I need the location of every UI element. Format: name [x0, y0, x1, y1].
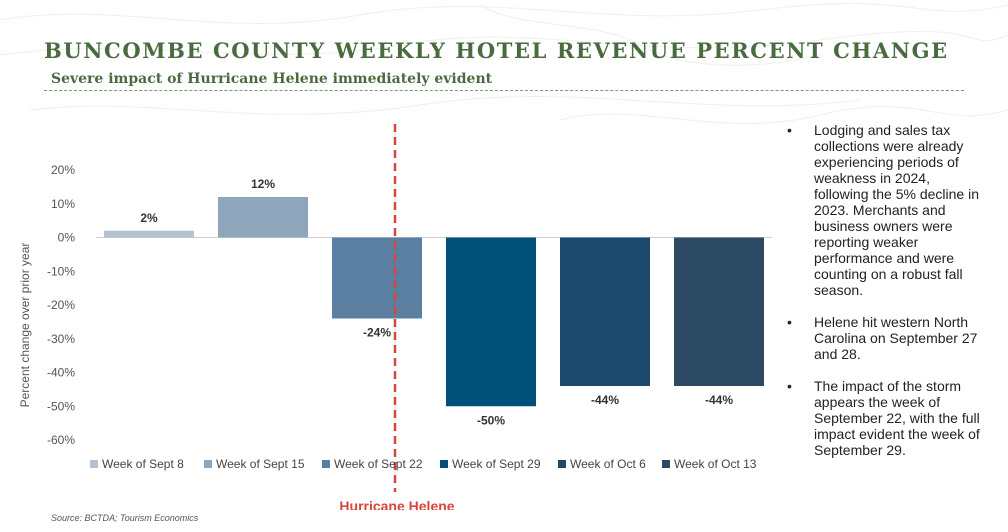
bar-data-label: -50%: [477, 413, 505, 427]
commentary-item: Lodging and sales tax collections were a…: [787, 122, 987, 298]
bar: [446, 237, 536, 407]
bar-data-label: -44%: [705, 393, 733, 407]
bar: [560, 237, 650, 386]
commentary-item: Helene hit western North Carolina on Sep…: [787, 314, 987, 362]
bar: [218, 197, 308, 238]
legend-swatch: [322, 460, 330, 468]
legend-swatch: [90, 460, 98, 468]
y-tick-label: 20%: [51, 163, 75, 177]
y-axis-label: Percent change over prior year: [18, 243, 32, 408]
legend-swatch: [440, 460, 448, 468]
bar-data-label: 12%: [251, 177, 275, 191]
bar: [332, 237, 422, 319]
bar-chart: 20% 10% 0% -10% -20% -30% -40% -50% -60% 2% 12% -2…: [18, 124, 772, 510]
source-note: Source: BCTDA; Tourism Economics: [51, 513, 199, 523]
commentary-item: The impact of the storm appears the week…: [787, 378, 987, 458]
legend-label: Week of Oct 13: [674, 457, 757, 471]
commentary-list: Lodging and sales tax collections were a…: [787, 122, 987, 474]
legend-label: Week of Sept 8: [102, 457, 184, 471]
y-tick-label: -60%: [47, 433, 75, 447]
y-tick-label: 0%: [58, 231, 76, 245]
bar-data-label: 2%: [140, 211, 158, 225]
header-divider: [44, 90, 964, 91]
page-title: BUNCOMBE COUNTY WEEKLY HOTEL REVENUE PER…: [44, 38, 949, 63]
legend-swatch: [558, 460, 566, 468]
hurricane-helene-label: Hurricane Helene: [339, 498, 454, 510]
bar: [674, 237, 764, 386]
legend-swatch: [662, 460, 670, 468]
bar-data-label: -44%: [591, 393, 619, 407]
legend-label: Week of Sept 15: [216, 457, 305, 471]
y-tick-label: -40%: [47, 366, 75, 380]
bar: [104, 230, 194, 238]
legend-label: Week of Oct 6: [570, 457, 646, 471]
legend-label: Week of Sept 29: [452, 457, 541, 471]
y-tick-label: -20%: [47, 298, 75, 312]
legend-swatch: [204, 460, 212, 468]
y-tick-label: 10%: [51, 197, 75, 211]
y-tick-label: -30%: [47, 332, 75, 346]
y-tick-label: -50%: [47, 399, 75, 413]
y-tick-label: -10%: [47, 264, 75, 278]
page-subtitle: Severe impact of Hurricane Helene immedi…: [51, 71, 493, 87]
bar-data-label: -24%: [363, 326, 391, 340]
legend-label: Week of Sept 22: [334, 457, 423, 471]
